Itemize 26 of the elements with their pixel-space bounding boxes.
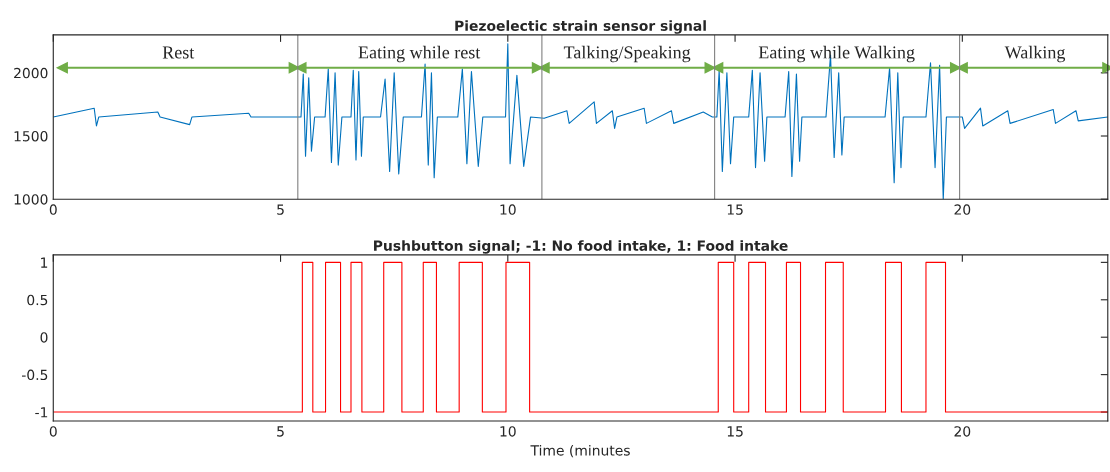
y-tick-label: 1000 bbox=[14, 194, 48, 205]
chart-title: Piezoelectic strain sensor signal bbox=[455, 20, 706, 34]
x-axis-title: Time (minutes bbox=[530, 444, 630, 458]
y-tick-label: 1 bbox=[41, 257, 48, 268]
y-tick-label: -0.5 bbox=[22, 369, 48, 381]
y-tick-label: 0.5 bbox=[27, 294, 48, 306]
x-tick-label: 0 bbox=[49, 204, 57, 215]
chart-title: Pushbutton signal; -1: No food intake, 1: Food intake bbox=[374, 240, 788, 254]
annotation: Rest bbox=[162, 46, 195, 59]
annotation: Talking/Speaking bbox=[563, 45, 691, 63]
x-tick-label: 15 bbox=[727, 204, 743, 215]
x-tick-label: 20 bbox=[954, 204, 971, 215]
x-tick-label: 5 bbox=[277, 426, 284, 437]
x-tick-label: 10 bbox=[500, 204, 516, 215]
y-tick-label: -1 bbox=[35, 407, 48, 418]
y-tick-label: 1500 bbox=[14, 130, 48, 142]
x-tick-label: 0 bbox=[49, 426, 57, 437]
x-tick-label: 15 bbox=[727, 426, 743, 437]
annotation: Eating while rest bbox=[358, 45, 481, 63]
x-tick-label: 10 bbox=[500, 426, 516, 437]
x-tick-label: 20 bbox=[954, 426, 971, 437]
x-tick-label: 5 bbox=[277, 204, 284, 215]
annotation: Eating while Walking bbox=[758, 45, 915, 63]
y-tick-label: 2000 bbox=[14, 67, 48, 79]
y-tick-label: 0 bbox=[40, 332, 48, 343]
annotation: Walking bbox=[1004, 45, 1066, 63]
